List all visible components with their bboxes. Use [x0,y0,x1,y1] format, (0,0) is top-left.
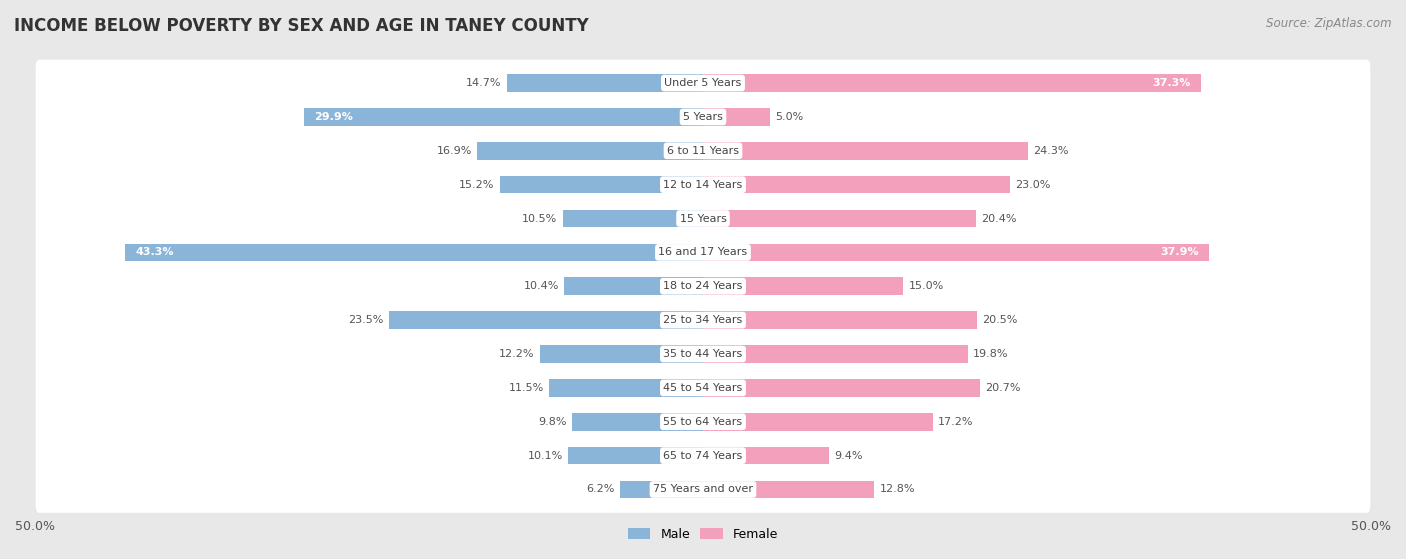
Text: 65 to 74 Years: 65 to 74 Years [664,451,742,461]
Bar [550,379,703,397]
Text: 43.3%: 43.3% [135,248,174,257]
Text: 9.4%: 9.4% [834,451,862,461]
FancyBboxPatch shape [35,127,1371,174]
Text: 6 to 11 Years: 6 to 11 Years [666,146,740,156]
Bar [703,176,1011,193]
Text: 17.2%: 17.2% [938,417,973,427]
Bar [703,277,904,295]
FancyBboxPatch shape [35,330,1371,377]
Text: 25 to 34 Years: 25 to 34 Years [664,315,742,325]
Text: 23.5%: 23.5% [349,315,384,325]
Text: 9.8%: 9.8% [538,417,567,427]
Text: 18 to 24 Years: 18 to 24 Years [664,281,742,291]
Text: 15 Years: 15 Years [679,214,727,224]
Text: 5 Years: 5 Years [683,112,723,122]
Text: 35 to 44 Years: 35 to 44 Years [664,349,742,359]
Bar [703,142,1028,159]
Text: 37.3%: 37.3% [1153,78,1191,88]
FancyBboxPatch shape [35,93,1371,140]
Bar [703,447,828,465]
Text: 20.7%: 20.7% [984,383,1021,393]
Text: 11.5%: 11.5% [509,383,544,393]
Bar [703,345,967,363]
Text: 12 to 14 Years: 12 to 14 Years [664,179,742,190]
FancyBboxPatch shape [35,399,1371,445]
Bar [703,311,977,329]
Text: 16.9%: 16.9% [436,146,472,156]
Text: 10.1%: 10.1% [527,451,562,461]
Text: 10.4%: 10.4% [523,281,558,291]
Bar [572,413,703,430]
Bar [568,447,703,465]
FancyBboxPatch shape [35,60,1371,106]
Text: 20.5%: 20.5% [983,315,1018,325]
Text: 37.9%: 37.9% [1160,248,1199,257]
Text: 14.7%: 14.7% [465,78,502,88]
Text: 55 to 64 Years: 55 to 64 Years [664,417,742,427]
Text: Source: ZipAtlas.com: Source: ZipAtlas.com [1267,17,1392,30]
Bar [703,413,932,430]
Text: 23.0%: 23.0% [1015,179,1052,190]
FancyBboxPatch shape [35,432,1371,479]
Bar [389,311,703,329]
Bar [703,379,980,397]
Bar [564,277,703,295]
Bar [304,108,703,126]
Bar [125,244,703,261]
Text: INCOME BELOW POVERTY BY SEX AND AGE IN TANEY COUNTY: INCOME BELOW POVERTY BY SEX AND AGE IN T… [14,17,589,35]
Text: 29.9%: 29.9% [314,112,353,122]
Text: 12.8%: 12.8% [879,485,915,495]
Bar [620,481,703,498]
Bar [703,108,770,126]
Text: 5.0%: 5.0% [775,112,803,122]
Legend: Male, Female: Male, Female [623,523,783,546]
FancyBboxPatch shape [35,195,1371,242]
Text: 6.2%: 6.2% [586,485,614,495]
Bar [703,244,1209,261]
Bar [501,176,703,193]
FancyBboxPatch shape [35,466,1371,513]
FancyBboxPatch shape [35,263,1371,310]
Bar [703,481,875,498]
Bar [477,142,703,159]
Text: 75 Years and over: 75 Years and over [652,485,754,495]
Text: 10.5%: 10.5% [522,214,557,224]
Bar [562,210,703,228]
Bar [506,74,703,92]
FancyBboxPatch shape [35,229,1371,276]
Text: 16 and 17 Years: 16 and 17 Years [658,248,748,257]
Text: 20.4%: 20.4% [981,214,1017,224]
Text: Under 5 Years: Under 5 Years [665,78,741,88]
FancyBboxPatch shape [35,297,1371,344]
Text: 24.3%: 24.3% [1033,146,1069,156]
FancyBboxPatch shape [35,162,1371,208]
FancyBboxPatch shape [35,364,1371,411]
Text: 12.2%: 12.2% [499,349,534,359]
Bar [540,345,703,363]
Bar [703,74,1201,92]
Text: 19.8%: 19.8% [973,349,1008,359]
Bar [703,210,976,228]
Text: 15.2%: 15.2% [460,179,495,190]
Text: 45 to 54 Years: 45 to 54 Years [664,383,742,393]
Text: 15.0%: 15.0% [908,281,943,291]
